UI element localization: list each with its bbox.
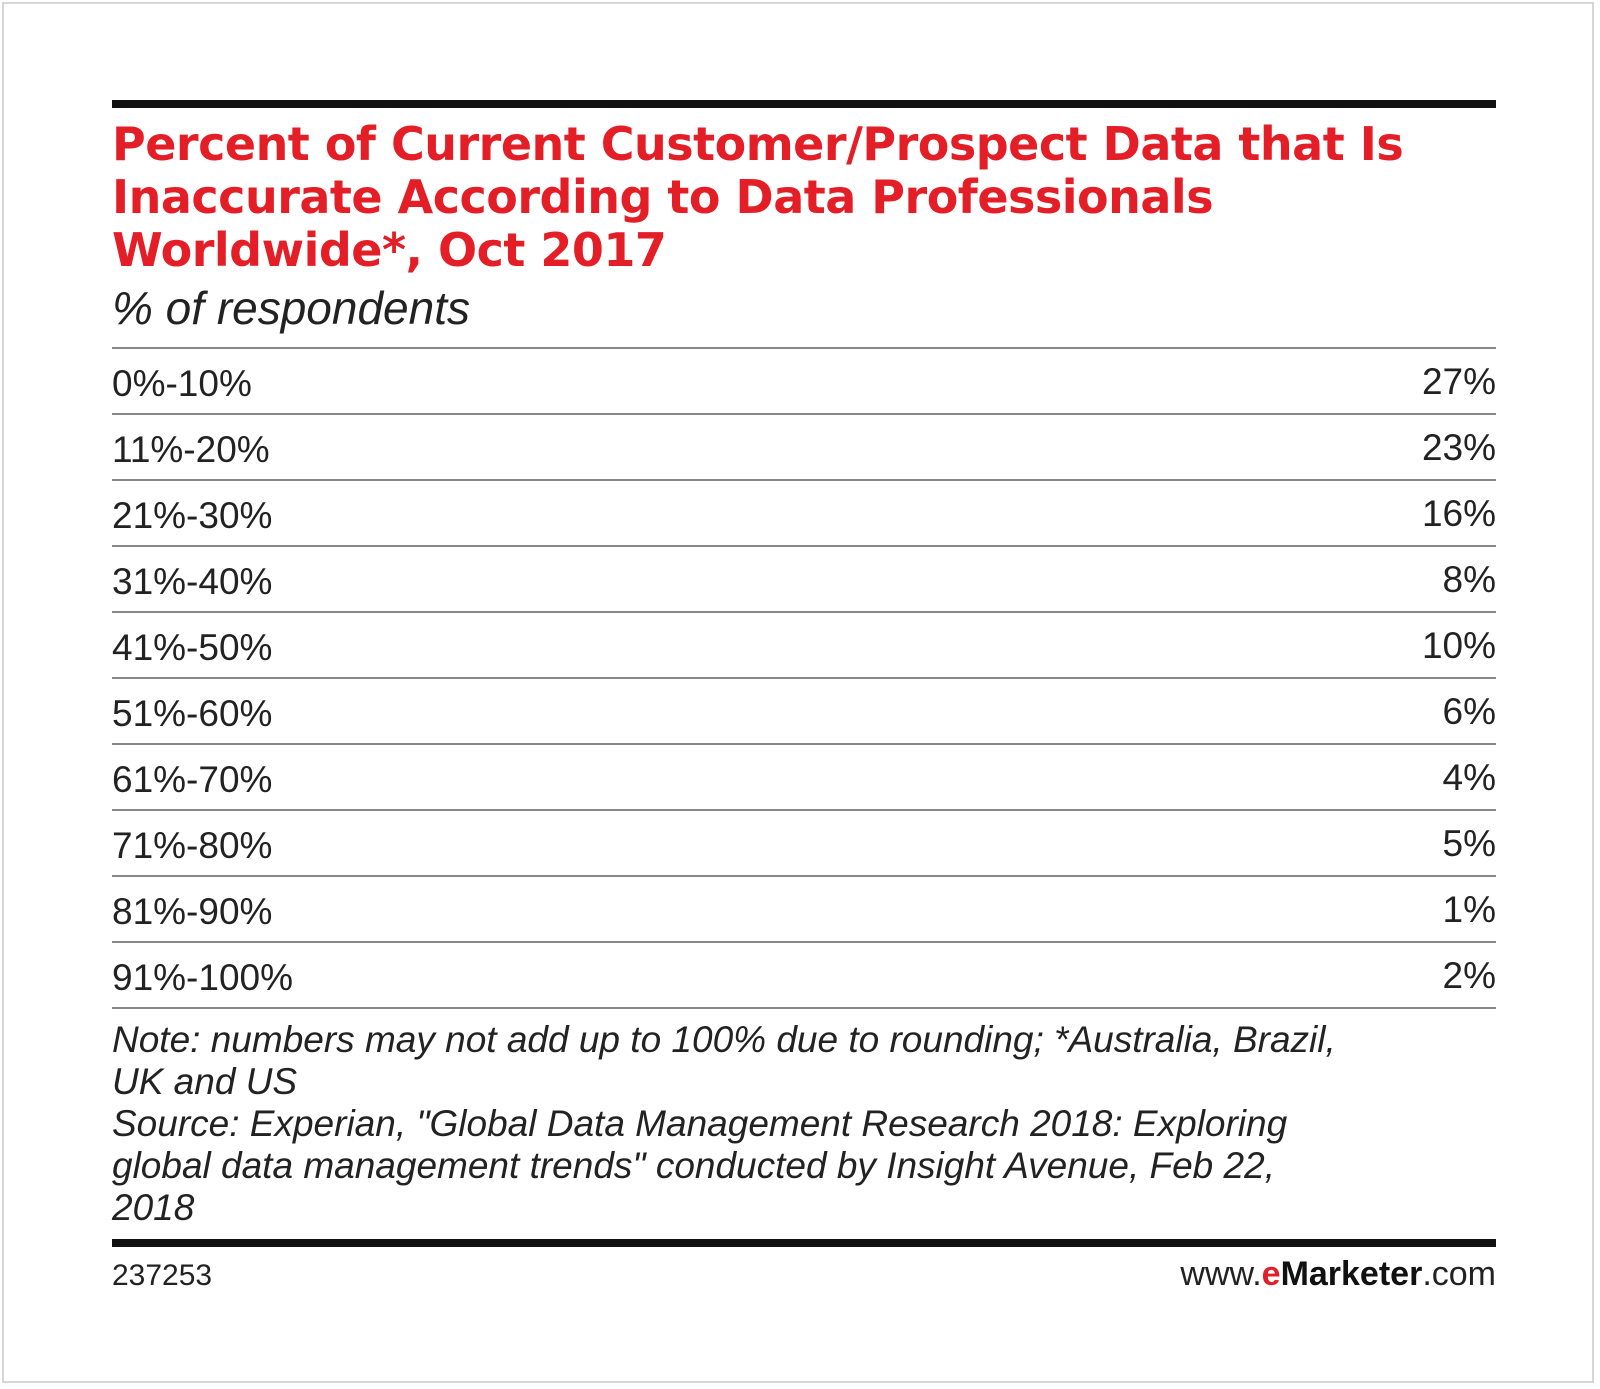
row-category-label: 11%-20% (112, 429, 270, 470)
brand-prefix: www. (1180, 1255, 1262, 1293)
table-row: 21%-30% 16% (112, 481, 1496, 547)
row-value-label: 23% (1421, 427, 1496, 468)
table-row: 31%-40% 8% (112, 547, 1496, 613)
data-table: 0%-10% 27% 11%-20% 23% 21%-30% 16% 31%-40% 8% 41… (112, 347, 1496, 1009)
row-value-label: 2% (1442, 955, 1496, 996)
source-line: global data management trends" conducted… (112, 1145, 1275, 1186)
row-value-label: 8% (1442, 559, 1496, 600)
row-value-label: 5% (1442, 823, 1496, 864)
footer: 237253 www.eMarketer.com (112, 1247, 1496, 1294)
row-value-label: 1% (1442, 889, 1496, 930)
brand-suffix: .com (1422, 1255, 1496, 1293)
row-category-label: 41%-50% (112, 627, 273, 668)
note-line: Note: numbers may not add up to 100% due… (112, 1019, 1336, 1060)
row-value-label: 4% (1442, 757, 1496, 798)
chart-title-line: Percent of Current Customer/Prospect Dat… (112, 117, 1404, 171)
table-row: 61%-70% 4% (112, 745, 1496, 811)
table-row: 0%-10% 27% (112, 349, 1496, 415)
row-value-label: 27% (1421, 361, 1496, 402)
table-row: 81%-90% 1% (112, 877, 1496, 943)
row-category-label: 0%-10% (112, 363, 252, 404)
brand-e: e (1261, 1255, 1281, 1293)
row-category-label: 91%-100% (112, 957, 294, 998)
note-line: UK and US (112, 1061, 298, 1102)
source-line: 2018 (112, 1187, 195, 1228)
table-row: 41%-50% 10% (112, 613, 1496, 679)
table-row: 71%-80% 5% (112, 811, 1496, 877)
source-line: Source: Experian, "Global Data Managemen… (112, 1103, 1288, 1144)
table-row: 51%-60% 6% (112, 679, 1496, 745)
chart-title: Percent of Current Customer/Prospect Dat… (112, 118, 1496, 277)
chart-content: Percent of Current Customer/Prospect Dat… (112, 100, 1496, 1294)
chart-title-line: Inaccurate According to Data Professiona… (112, 170, 1214, 224)
chart-subtitle: % of respondents (112, 282, 471, 334)
bottom-rule (112, 1239, 1496, 1247)
row-category-label: 71%-80% (112, 825, 273, 866)
row-category-label: 21%-30% (112, 495, 273, 536)
row-value-label: 10% (1421, 625, 1496, 666)
row-category-label: 31%-40% (112, 561, 273, 602)
top-rule (112, 100, 1496, 108)
brand-name: Marketer (1280, 1255, 1423, 1293)
row-category-label: 51%-60% (112, 693, 273, 734)
chart-title-line: Worldwide*, Oct 2017 (112, 223, 667, 277)
table-row: 91%-100% 2% (112, 943, 1496, 1009)
notes-block: Note: numbers may not add up to 100% due… (112, 1019, 1496, 1229)
row-value-label: 6% (1442, 691, 1496, 732)
row-category-label: 61%-70% (112, 759, 273, 800)
row-category-label: 81%-90% (112, 891, 273, 932)
chart-id: 237253 (112, 1259, 213, 1292)
row-value-label: 16% (1421, 493, 1496, 534)
brand-logo: www.eMarketer.com (1180, 1255, 1496, 1294)
table-row: 11%-20% 23% (112, 415, 1496, 481)
